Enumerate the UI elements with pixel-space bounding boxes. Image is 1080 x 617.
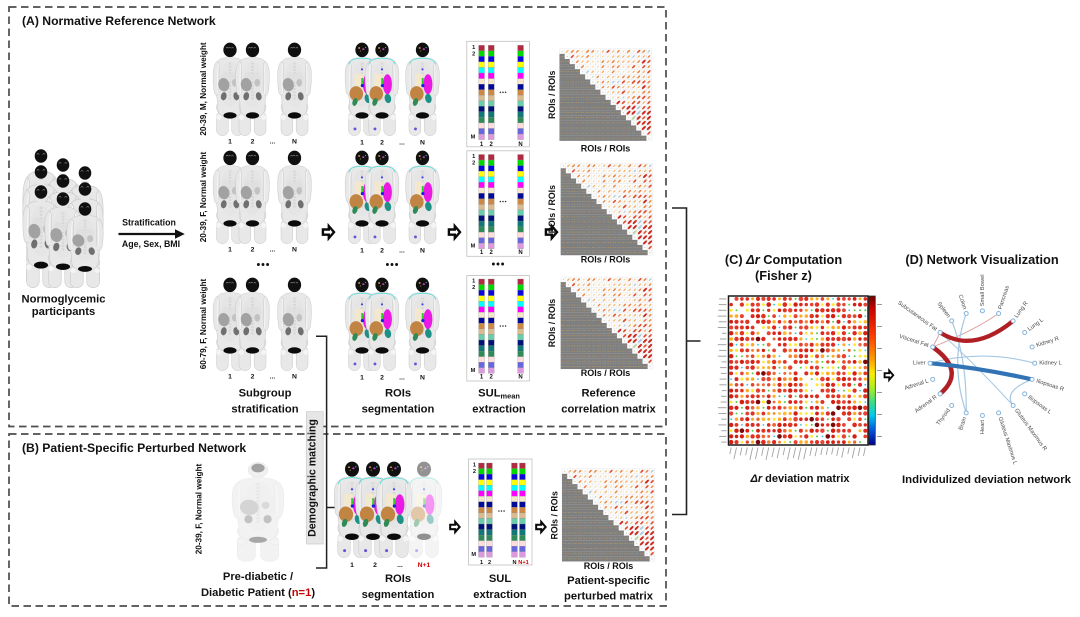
svg-text:segmentation: segmentation [362, 589, 435, 601]
svg-text:Age, Sex, BMI: Age, Sex, BMI [122, 239, 180, 249]
svg-text:ROIs / ROIs: ROIs / ROIs [581, 368, 631, 378]
svg-text:...: ... [270, 247, 276, 254]
svg-text:correlation matrix: correlation matrix [561, 404, 656, 416]
svg-text:perturbed matrix: perturbed matrix [564, 591, 654, 603]
svg-text:1: 1 [228, 139, 232, 146]
svg-text:ROIs: ROIs [385, 388, 411, 400]
svg-text:participants: participants [32, 306, 95, 318]
svg-text:(D) Network Visualization: (D) Network Visualization [905, 252, 1059, 267]
svg-text:ROIs / ROIs: ROIs / ROIs [547, 70, 557, 119]
svg-text:Small Bowel: Small Bowel [980, 274, 986, 306]
svg-text:N: N [518, 250, 522, 256]
svg-text:2: 2 [472, 51, 475, 57]
svg-text:2: 2 [473, 469, 476, 475]
svg-text:2: 2 [488, 560, 491, 566]
svg-text:Colon: Colon [957, 294, 967, 310]
svg-text:Individulized deviation networ: Individulized deviation network [902, 474, 1072, 486]
svg-text:2: 2 [373, 562, 377, 569]
svg-text:...: ... [399, 375, 405, 382]
svg-text:Pre-diabetic /: Pre-diabetic / [223, 571, 293, 583]
svg-text:stratification: stratification [231, 404, 298, 416]
svg-text:1: 1 [360, 140, 364, 147]
svg-text:1: 1 [472, 154, 475, 160]
svg-text:1: 1 [472, 45, 475, 51]
svg-text:1: 1 [360, 375, 364, 382]
svg-text:(Fisher z): (Fisher z) [755, 268, 812, 283]
svg-text:...: ... [270, 374, 276, 381]
svg-text:2: 2 [490, 250, 494, 256]
svg-text:Stratification: Stratification [122, 218, 176, 228]
svg-text:(A) Normative Reference Networ: (A) Normative Reference Network [22, 14, 216, 28]
svg-text:ROIs / ROIs: ROIs / ROIs [547, 299, 557, 348]
svg-text:Demographic matching: Demographic matching [307, 419, 319, 537]
svg-text:ROIs / ROIs: ROIs / ROIs [584, 561, 634, 571]
svg-text:2: 2 [380, 140, 384, 147]
svg-text:N: N [518, 142, 522, 148]
svg-text:2: 2 [490, 375, 494, 381]
svg-text:M: M [471, 552, 476, 558]
svg-text:1: 1 [360, 248, 364, 255]
svg-text:Liver: Liver [913, 361, 926, 367]
svg-text:Normoglycemic: Normoglycemic [22, 294, 106, 306]
svg-text:1: 1 [228, 247, 232, 254]
svg-text:2: 2 [251, 374, 255, 381]
svg-text:20-39, M, Normal weight: 20-39, M, Normal weight [199, 42, 208, 136]
svg-text:N: N [420, 248, 425, 255]
svg-text:N: N [420, 140, 425, 147]
svg-text:N: N [292, 139, 297, 146]
svg-text:N: N [512, 560, 516, 566]
svg-text:Δr deviation matrix: Δr deviation matrix [749, 473, 850, 485]
svg-text:...: ... [270, 139, 276, 146]
svg-text:Reference: Reference [581, 388, 635, 400]
svg-text:...: ... [399, 140, 405, 147]
svg-text:1: 1 [473, 463, 476, 469]
svg-text:N: N [518, 375, 522, 381]
svg-text:M: M [471, 244, 476, 250]
svg-text:ROIs / ROIs: ROIs / ROIs [581, 144, 631, 154]
svg-text:1: 1 [480, 142, 484, 148]
svg-text:ROIs / ROIs: ROIs / ROIs [550, 491, 560, 540]
svg-text:Kidney L: Kidney L [1039, 361, 1062, 367]
svg-text:N+1: N+1 [418, 562, 431, 569]
svg-text:Heart: Heart [980, 420, 986, 435]
svg-text:20-39, F, Normal weight: 20-39, F, Normal weight [199, 151, 208, 242]
svg-text:SULmean: SULmean [478, 388, 520, 401]
svg-text:N: N [292, 374, 297, 381]
svg-text:M: M [471, 368, 476, 374]
svg-text:N: N [420, 375, 425, 382]
svg-text:2: 2 [251, 139, 255, 146]
svg-text:extraction: extraction [473, 589, 527, 601]
svg-text:ROIs: ROIs [385, 573, 411, 585]
svg-text:1: 1 [472, 279, 475, 285]
svg-text:2: 2 [380, 248, 384, 255]
svg-text:Subgroup: Subgroup [239, 388, 292, 400]
svg-text:1: 1 [480, 375, 484, 381]
svg-text:1: 1 [228, 374, 232, 381]
svg-text:2: 2 [472, 285, 475, 291]
svg-text:segmentation: segmentation [362, 404, 435, 416]
svg-text:SUL: SUL [489, 573, 512, 585]
svg-text:1: 1 [480, 560, 483, 566]
svg-text:ROIs / ROIs: ROIs / ROIs [547, 185, 557, 234]
svg-text:2: 2 [490, 142, 494, 148]
svg-text:1: 1 [350, 562, 354, 569]
svg-text:2: 2 [380, 375, 384, 382]
svg-text:M: M [471, 134, 476, 140]
svg-text:extraction: extraction [472, 404, 526, 416]
svg-text:Brain: Brain [958, 416, 968, 431]
svg-text:N: N [292, 247, 297, 254]
svg-text:N+1: N+1 [518, 560, 528, 566]
svg-text:Patient-specific: Patient-specific [567, 575, 650, 587]
svg-text:...: ... [397, 562, 403, 569]
svg-text:ROIs / ROIs: ROIs / ROIs [581, 255, 631, 265]
svg-text:Diabetic Patient (n=1): Diabetic Patient (n=1) [201, 587, 315, 599]
svg-text:(C) Δr Computation: (C) Δr Computation [725, 252, 843, 267]
svg-text:2: 2 [472, 161, 475, 167]
svg-text:1: 1 [480, 250, 484, 256]
svg-text:...: ... [399, 248, 405, 255]
svg-text:20-39, F, Normal weight: 20-39, F, Normal weight [195, 463, 204, 554]
svg-text:2: 2 [251, 247, 255, 254]
svg-text:60-79, F, Normal weight: 60-79, F, Normal weight [199, 278, 208, 369]
svg-text:(B) Patient-Specific Perturbed: (B) Patient-Specific Perturbed Network [22, 441, 246, 455]
